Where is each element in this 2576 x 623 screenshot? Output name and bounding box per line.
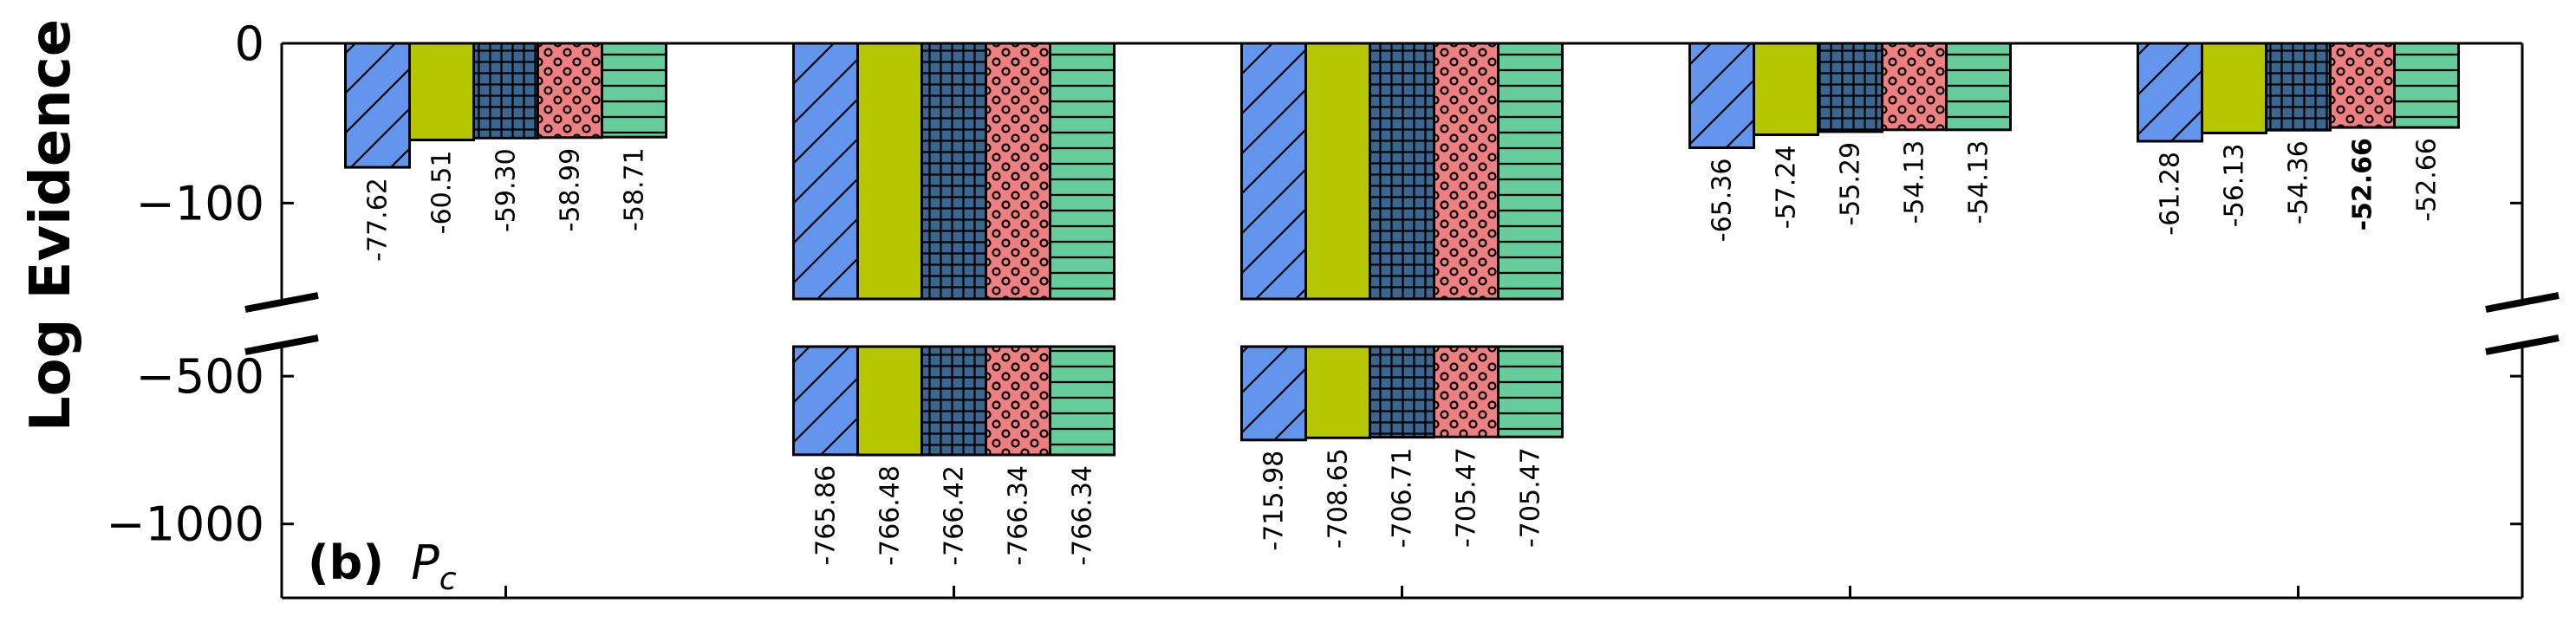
value-label-g4-s1: -65.36	[1708, 159, 1738, 243]
value-label-g2-s2: -766.48	[875, 465, 906, 566]
bar-g4-s3-seg1-pattern	[1818, 43, 1883, 132]
bar-g3-s3-seg2-pattern	[1369, 347, 1434, 438]
bar-g4-s1-seg1-pattern	[1689, 43, 1754, 148]
value-label-g5-s2: -56.13	[2220, 143, 2250, 227]
value-label-g3-s3: -706.71	[1388, 448, 1418, 548]
value-label-g2-s4: -766.34	[1004, 465, 1034, 566]
bar-g3-s5-seg1-pattern	[1498, 43, 1563, 299]
value-label-g3-s5: -705.47	[1516, 447, 1546, 548]
value-label-g3-s1: -715.98	[1259, 451, 1290, 551]
panel-label-symbol: P	[411, 535, 439, 590]
bar-g2-s3-seg2-pattern	[921, 347, 986, 456]
y-tick-label-4: −1000	[106, 497, 264, 552]
bar-g1-s3-seg1-pattern	[473, 43, 538, 139]
bar-g3-s5-seg2-outline	[1497, 345, 1564, 438]
bar-g5-s5-seg1-pattern	[2394, 43, 2459, 128]
bar-g3-s1-seg2-pattern	[1241, 347, 1306, 440]
bar-g3-s5-seg2-pattern	[1498, 347, 1563, 438]
axis-break-mark-left-lower	[244, 334, 319, 355]
value-label-g1-s3: -59.30	[491, 148, 522, 232]
axis-break-mark-left-upper	[244, 292, 319, 313]
bar-g4-s2-seg1-fill	[1753, 43, 1818, 135]
bar-g3-s2-seg1-fill	[1305, 43, 1370, 299]
bar-g2-s5-seg1-pattern	[1050, 43, 1115, 299]
bar-g2-s4-seg2-pattern	[986, 347, 1051, 455]
bar-g4-s4-seg1-pattern	[1882, 43, 1947, 130]
bar-g2-s5-seg2-pattern	[1050, 347, 1115, 455]
value-label-g2-s1: -765.86	[811, 465, 842, 566]
axis-break-mark-right-lower	[2485, 334, 2560, 355]
bar-g2-s1-seg2-pattern	[793, 347, 858, 455]
bar-g2-s3-seg1-pattern	[921, 43, 986, 299]
panel-label-subscript: c	[439, 561, 457, 597]
bar-g2-s5-seg2-outline	[1049, 345, 1116, 457]
value-label-g1-s1: -77.62	[363, 178, 394, 262]
value-label-g4-s2: -57.24	[1772, 146, 1802, 230]
bar-g1-s4-seg1-pattern	[537, 43, 602, 138]
value-label-g3-s2: -708.65	[1324, 448, 1354, 548]
bar-g1-s1-seg1-pattern	[345, 43, 410, 168]
value-label-g1-s2: -60.51	[427, 151, 458, 235]
bar-g2-s4-seg1-pattern	[986, 43, 1051, 299]
value-label-g1-s4: -58.99	[556, 148, 586, 232]
y-axis-label: Log Evidence	[19, 19, 83, 432]
value-label-g1-s5: -58.71	[620, 147, 650, 231]
bar-g5-s3-seg1-pattern	[2266, 43, 2331, 131]
bar-g1-s5-seg1-pattern	[602, 43, 667, 138]
bar-g5-s2-seg1-fill	[2202, 43, 2267, 133]
bar-g4-s5-seg1-pattern	[1946, 43, 2011, 130]
value-label-g4-s4: -54.13	[1900, 140, 1930, 224]
bar-g3-s3-seg1-pattern	[1369, 43, 1434, 299]
bar-g3-s2-seg2-fill	[1305, 347, 1370, 438]
bar-g3-s4-seg1-pattern	[1434, 43, 1499, 299]
value-label-g5-s4: -52.66	[2348, 138, 2378, 230]
y-tick-label-2: −100	[136, 176, 264, 230]
value-label-g3-s4: -705.47	[1452, 447, 1482, 548]
bar-g2-s2-seg2-fill	[857, 347, 922, 456]
panel-label: (b) Pc	[308, 535, 457, 597]
axis-break-mark-right-upper	[2485, 292, 2560, 313]
value-label-g2-s3: -766.42	[940, 465, 970, 566]
bar-g5-s1-seg1-pattern	[2137, 43, 2202, 141]
value-label-g4-s5: -54.13	[1964, 140, 1994, 224]
bar-g3-s1-seg1-pattern	[1241, 43, 1306, 299]
bar-g1-s2-seg1-fill	[409, 43, 474, 140]
y-tick-label-1: 0	[235, 16, 264, 71]
value-label-g2-s5: -766.34	[1068, 465, 1098, 566]
bar-g3-s4-seg2-pattern	[1434, 347, 1499, 438]
value-label-g5-s5: -52.66	[2412, 138, 2443, 222]
bar-g2-s1-seg1-pattern	[793, 43, 858, 299]
y-tick-label-3: −500	[136, 349, 264, 404]
value-label-g5-s3: -54.36	[2284, 140, 2314, 224]
value-label-g4-s3: -55.29	[1836, 142, 1866, 226]
panel-label-letter: (b)	[308, 535, 384, 590]
value-label-g5-s1: -61.28	[2156, 152, 2186, 236]
bar-g5-s4-seg1-pattern	[2330, 43, 2395, 128]
bar-g2-s2-seg1-fill	[857, 43, 922, 299]
